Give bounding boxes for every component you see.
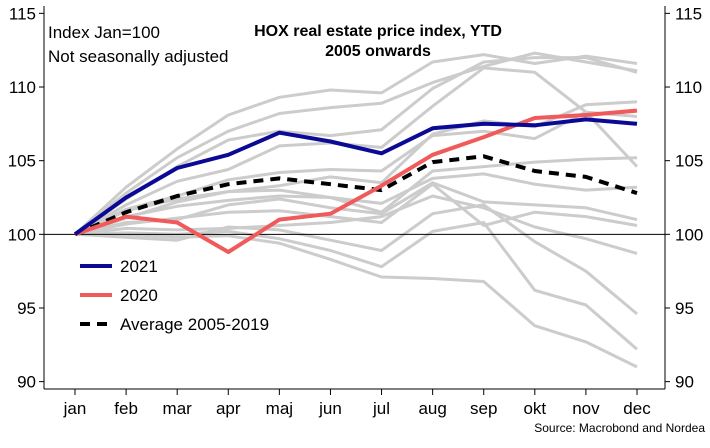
y-tick-label-left-110: 110 — [9, 78, 36, 97]
x-tick-label-feb: feb — [114, 399, 138, 418]
background-series-line-7 — [74, 156, 638, 236]
y-tick-label-left-100: 100 — [8, 225, 36, 244]
background-series-line-11 — [74, 194, 638, 255]
y-tick-label-right-95: 95 — [675, 299, 694, 318]
series-line-2021 — [73, 117, 638, 236]
x-tick-label-maj: maj — [266, 399, 293, 418]
y-tick-label-right-110: 110 — [675, 78, 702, 97]
series-line-2020 — [74, 108, 638, 254]
y-tick-label-left-90: 90 — [17, 373, 36, 392]
background-series-line-12 — [74, 203, 638, 316]
x-tick-label-mar: mar — [163, 399, 193, 418]
y-tick-label-right-115: 115 — [675, 4, 702, 23]
background-series-line-14 — [75, 232, 638, 369]
chart-subtitle: 2005 onwards — [325, 43, 431, 60]
y-tick-label-right-105: 105 — [675, 152, 703, 171]
y-tick-label-right-90: 90 — [675, 373, 694, 392]
legend-label-2: 2020 — [120, 286, 158, 305]
y-tick-label-left-105: 105 — [8, 152, 36, 171]
chart-title: HOX real estate price index, YTD — [254, 23, 502, 40]
y-tick-label-left-115: 115 — [9, 4, 36, 23]
x-tick-label-apr: apr — [216, 399, 241, 418]
x-tick-label-aug: aug — [418, 399, 446, 418]
legend-label-3: Average 2005-2019 — [120, 315, 269, 334]
axis-ticks-group: 90 90 95 95 100 100 105 105 110 110 115 115 jan feb ma… — [8, 4, 704, 418]
note-seasonal: Not seasonally adjusted — [48, 47, 229, 66]
y-tick-label-right-100: 100 — [675, 225, 703, 244]
x-tick-label-okt: okt — [523, 399, 546, 418]
x-tick-label-sep: sep — [470, 399, 497, 418]
highlighted-series-group — [73, 108, 638, 254]
x-tick-label-jul: jul — [372, 399, 390, 418]
legend-label-1: 2021 — [120, 257, 158, 276]
background-series-line-1 — [73, 53, 638, 236]
background-series-line-4 — [74, 66, 639, 236]
note-index-base: Index Jan=100 — [48, 23, 160, 42]
background-series-line-6 — [74, 110, 638, 236]
source-note: Source: Macrobond and Nordea — [534, 421, 705, 435]
series-line-average-2005-2019 — [74, 154, 638, 237]
legend: 2021 2020 Average 2005-2019 — [80, 257, 269, 334]
plot-frame — [43, 6, 666, 390]
x-tick-label-jan: jan — [63, 399, 87, 418]
background-series-line-2 — [74, 51, 638, 236]
x-tick-label-nov: nov — [572, 399, 600, 418]
x-tick-label-jun: jun — [318, 399, 342, 418]
y-tick-label-left-95: 95 — [17, 299, 36, 318]
background-series-group — [73, 51, 639, 369]
x-tick-label-dec: dec — [623, 399, 651, 418]
